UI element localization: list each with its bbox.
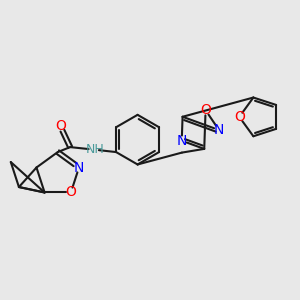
Text: O: O — [200, 103, 211, 117]
Text: N: N — [214, 123, 224, 137]
Text: O: O — [234, 110, 245, 124]
Text: O: O — [55, 119, 66, 133]
Text: N: N — [177, 134, 187, 148]
Text: O: O — [65, 185, 76, 200]
Text: N: N — [74, 160, 84, 175]
Text: NH: NH — [85, 143, 104, 156]
